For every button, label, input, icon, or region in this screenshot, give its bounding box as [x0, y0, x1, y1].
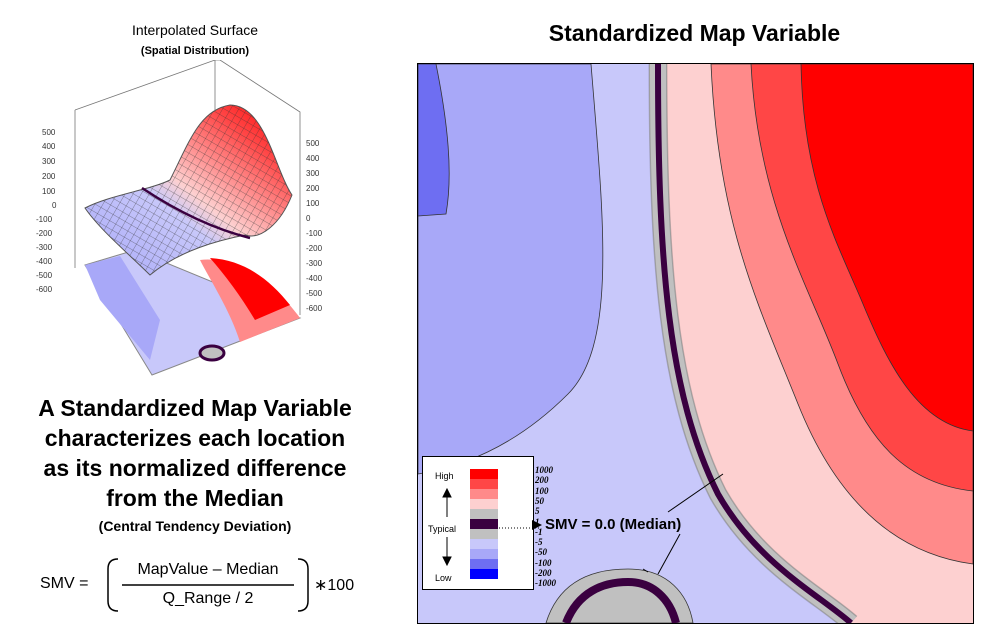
legend-level-label: -100 [535, 557, 552, 568]
axis-left-tick: 0 [52, 201, 57, 210]
axis-right-tick: -500 [306, 289, 323, 298]
description-heading: A Standardized Map Variable characterize… [0, 393, 390, 513]
plot-box [74, 60, 301, 315]
legend-swatch [470, 479, 498, 489]
axis-right-tick: 500 [306, 139, 320, 148]
axis-left-tick: -200 [36, 229, 53, 238]
axis-right-tick: 200 [306, 184, 320, 193]
legend-level-label: -50 [535, 547, 547, 558]
median-callout: SMV = 0.0 (Median) [545, 516, 682, 533]
smv-contour-map [417, 63, 974, 624]
axis-left-tick: -600 [36, 285, 53, 294]
legend-level-label: 100 [535, 485, 549, 496]
axis-right-tick: 300 [306, 169, 320, 178]
legend-level-label: -1 [535, 526, 543, 537]
surface-subtitle: (Spatial Distribution) [140, 45, 250, 57]
axis-left-tick: 200 [42, 172, 56, 181]
smv-formula: SMV = MapValue – Median Q_Range / 2 ∗100 [18, 555, 398, 615]
axis-right-tick: -100 [306, 229, 323, 238]
map-legend: High Typical Low 1000 200 100 50 5 1 -1 -5 -50 -1… [422, 456, 556, 590]
legend-high: High [435, 471, 454, 481]
legend-swatch [470, 499, 498, 509]
formula-denominator: Q_Range / 2 [162, 590, 254, 607]
axis-right-tick: -300 [306, 259, 323, 268]
axis-right-tick: 100 [306, 199, 320, 208]
surface-3d-plot: 500 400 300 200 100 0 -100 -200 -300 -40… [36, 60, 323, 376]
description-subtitle: (Central Tendency Deviation) [98, 518, 292, 534]
axis-left-tick: 300 [42, 157, 56, 166]
formula-brackets [107, 558, 309, 612]
description-line: A Standardized Map Variable [38, 395, 352, 421]
legend-level-label: -200 [535, 568, 552, 578]
legend-swatch [470, 519, 498, 529]
legend-level-label: -1000 [535, 578, 556, 589]
legend-swatch [470, 509, 498, 519]
description-line: from the Median [106, 485, 284, 511]
legend-swatch [470, 489, 498, 499]
axis-left-tick: 500 [42, 128, 56, 137]
axis-right-tick: -200 [306, 244, 323, 253]
axis-left-tick: 100 [42, 187, 56, 196]
legend-swatch [470, 529, 498, 539]
axis-right-tick: -600 [306, 304, 323, 313]
callout-arrow-icon [532, 520, 542, 530]
description-line: characterizes each location [44, 425, 346, 451]
up-down-arrows-icon [442, 487, 452, 567]
axis-right-tick: 0 [306, 214, 311, 223]
legend-level-label: 50 [535, 495, 544, 506]
axis-right-tick: 400 [306, 154, 320, 163]
formula-lhs: SMV = [40, 575, 89, 592]
legend-low: Low [435, 573, 452, 583]
legend-level-label: -5 [535, 537, 543, 548]
map-title: Standardized Map Variable [548, 20, 841, 46]
contour-region-neg200 [418, 64, 450, 217]
axis-left-tick: -500 [36, 271, 53, 280]
legend-swatch [470, 559, 498, 569]
legend-level-label: 1000 [535, 465, 553, 475]
axis-left-tick: -300 [36, 243, 53, 252]
legend-swatch [470, 469, 498, 479]
legend-level-label: 1 [535, 516, 540, 527]
axis-left-tick: -400 [36, 257, 53, 266]
legend-level-label: 200 [535, 475, 549, 486]
legend-typical: Typical [428, 524, 457, 534]
legend-level-label: 5 [535, 506, 540, 517]
formula-multiplier: ∗100 [314, 577, 355, 594]
bottom-median-blob [545, 568, 694, 623]
contour-region-pos1000 [800, 64, 973, 432]
axis-left-tick: -100 [36, 215, 53, 224]
formula-numerator: MapValue – Median [137, 561, 279, 578]
legend-swatch [470, 549, 498, 559]
axis-right-tick: -400 [306, 274, 323, 283]
description-line: as its normalized difference [43, 455, 347, 481]
legend-swatch [470, 539, 498, 549]
surface-title: Interpolated Surface [131, 22, 259, 38]
legend-swatch [470, 569, 498, 579]
median-line [655, 64, 853, 623]
axis-left-tick: 400 [42, 142, 56, 151]
